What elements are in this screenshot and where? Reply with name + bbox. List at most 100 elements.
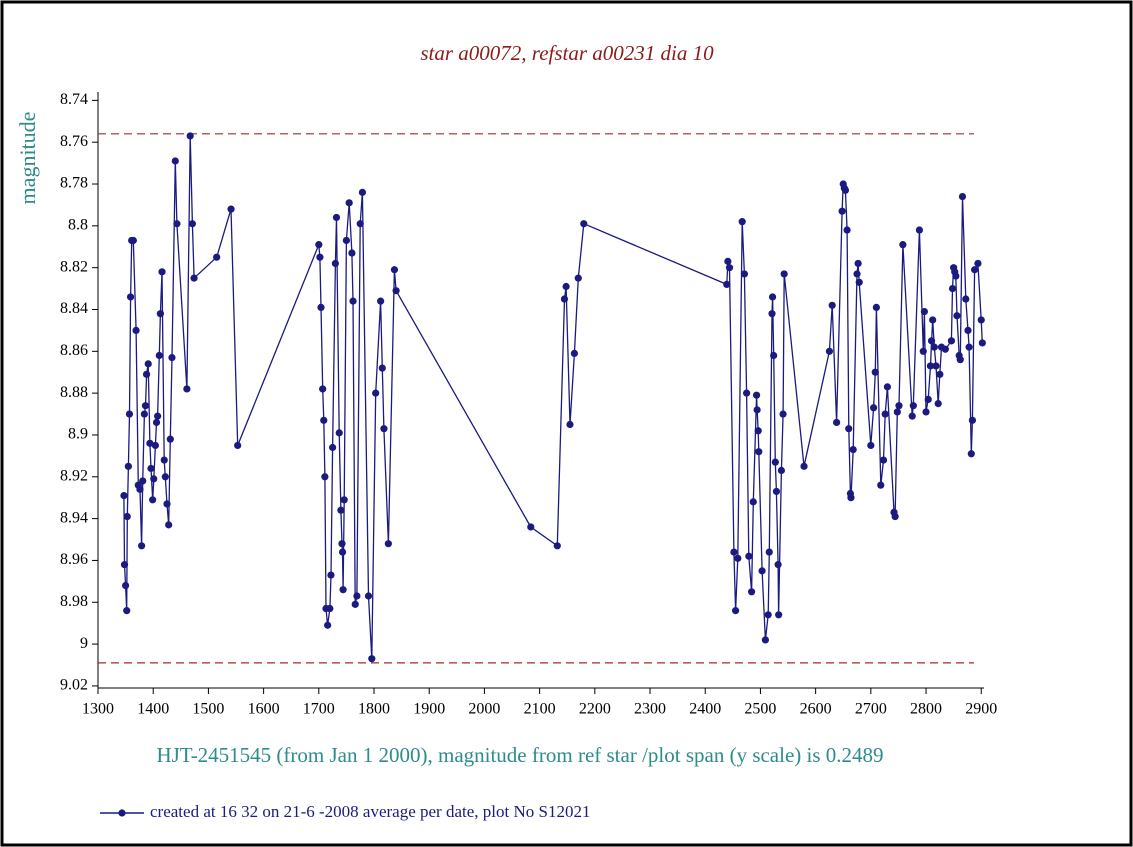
data-point <box>934 399 942 408</box>
chart-title: star a00072, refstar a00231 dia 10 <box>420 41 714 65</box>
data-point <box>847 494 855 502</box>
data-point <box>384 540 392 548</box>
data-point <box>378 364 386 372</box>
data-point <box>743 389 751 397</box>
data-point <box>964 326 972 334</box>
data-point <box>775 611 783 619</box>
y-tick-label: 8.86 <box>60 342 88 359</box>
x-tick-label: 2000 <box>468 701 500 718</box>
data-point <box>926 362 935 370</box>
data-point <box>932 362 940 370</box>
data-point <box>580 220 588 228</box>
x-tick-label: 2500 <box>744 701 776 718</box>
data-point <box>723 280 731 288</box>
data-point <box>331 259 339 268</box>
data-point <box>780 270 788 278</box>
x-tick-label: 2400 <box>689 701 721 718</box>
data-point <box>165 521 173 529</box>
data-point <box>166 435 174 443</box>
data-point <box>941 345 949 353</box>
data-point <box>924 395 932 404</box>
data-point <box>871 368 879 376</box>
data-point <box>752 391 761 399</box>
data-point <box>974 259 982 268</box>
data-point <box>392 287 400 295</box>
data-point <box>190 274 198 282</box>
data-point <box>764 611 772 619</box>
data-point <box>745 552 753 560</box>
data-point <box>947 337 956 345</box>
data-point <box>909 402 917 410</box>
data-point <box>919 347 927 355</box>
data-point <box>872 303 880 311</box>
data-point <box>758 567 766 575</box>
y-tick-label: 8.74 <box>60 91 88 108</box>
data-point <box>749 498 757 506</box>
data-point <box>922 408 930 416</box>
data-point <box>353 592 361 600</box>
data-point <box>881 410 889 418</box>
data-point <box>377 297 385 305</box>
data-point <box>968 416 977 424</box>
data-point <box>337 506 345 514</box>
y-tick-label: 8.94 <box>60 509 88 526</box>
y-axis-label: magnitude <box>15 112 40 205</box>
data-point <box>139 477 147 485</box>
data-point <box>965 343 973 351</box>
y-tick-label: 8.78 <box>60 175 88 192</box>
x-tick-label: 2600 <box>800 701 832 718</box>
data-point <box>149 496 157 504</box>
data-point <box>132 326 140 334</box>
x-tick-label: 1300 <box>82 701 114 718</box>
data-point <box>768 293 777 301</box>
data-point <box>566 420 574 429</box>
data-point <box>869 404 878 412</box>
data-point <box>908 412 916 420</box>
data-point <box>774 561 782 569</box>
data-point <box>845 425 853 433</box>
data-point <box>348 249 356 257</box>
data-point <box>755 448 763 456</box>
data-point <box>338 540 346 548</box>
data-point <box>877 481 885 489</box>
data-point <box>893 408 901 416</box>
x-tick-label: 2900 <box>965 701 997 718</box>
data-point <box>879 456 888 464</box>
data-point <box>777 466 786 475</box>
data-point <box>345 199 353 207</box>
x-tick-label: 2300 <box>634 701 666 718</box>
x-axis-label: HJT-2451545 (from Jan 1 2000), magnitude… <box>156 743 883 767</box>
data-point <box>952 272 960 280</box>
data-point <box>953 312 961 320</box>
data-point <box>329 443 337 452</box>
data-point <box>140 410 148 418</box>
data-point <box>560 295 569 303</box>
data-point <box>390 266 399 274</box>
data-point <box>853 270 861 278</box>
data-point <box>849 446 857 454</box>
data-point <box>317 303 325 311</box>
x-tick-label: 1800 <box>358 701 390 718</box>
data-point <box>349 297 357 305</box>
legend-marker <box>118 809 126 817</box>
data-point <box>967 450 975 458</box>
data-point <box>833 418 841 427</box>
data-point <box>168 353 176 362</box>
data-point <box>800 462 808 470</box>
data-point <box>120 561 129 569</box>
x-tick-label: 2800 <box>910 701 942 718</box>
data-point <box>915 226 924 234</box>
data-point <box>570 349 578 358</box>
data-point <box>123 607 131 615</box>
data-point <box>978 339 986 347</box>
data-point <box>335 429 343 437</box>
data-point <box>356 220 364 228</box>
data-point <box>977 316 985 324</box>
data-point <box>828 301 836 309</box>
x-tick-label: 2200 <box>579 701 611 718</box>
data-point <box>171 157 179 165</box>
y-tick-label: 8.84 <box>60 300 88 317</box>
data-point <box>141 402 150 410</box>
y-tick-label: 8.92 <box>60 467 88 484</box>
